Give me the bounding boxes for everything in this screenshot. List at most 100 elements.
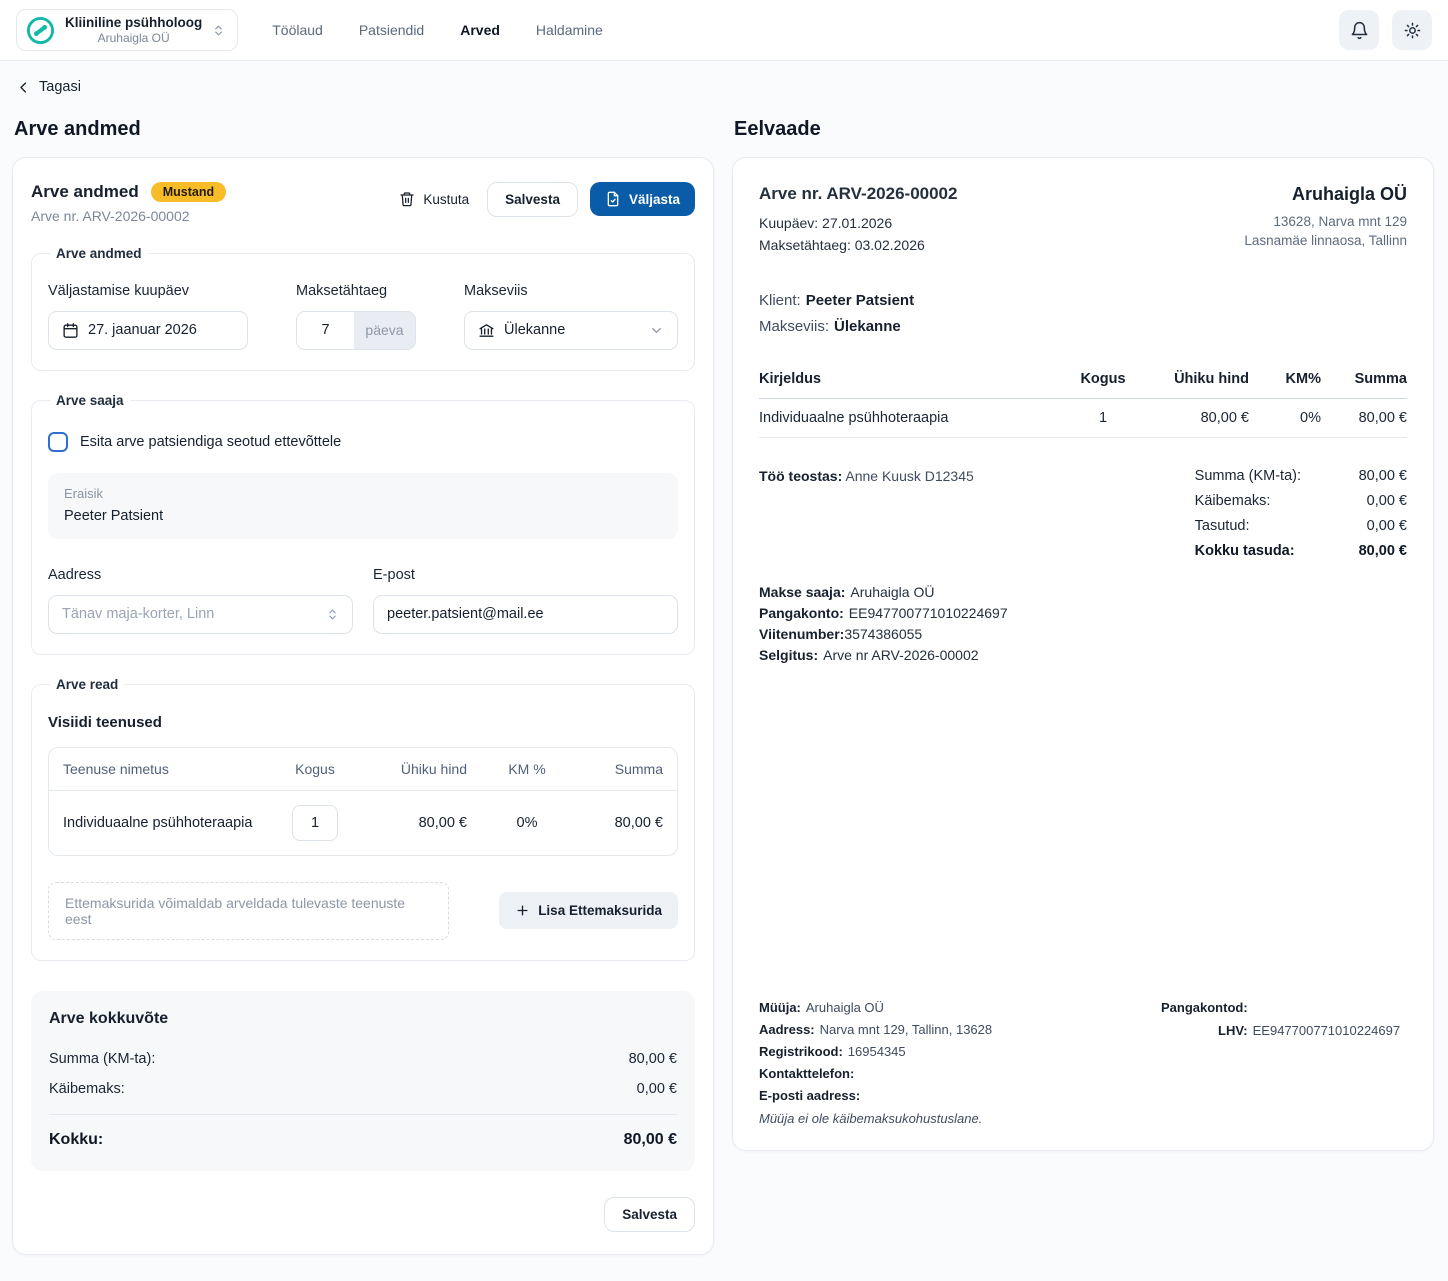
company-invoice-checkbox[interactable]	[48, 431, 68, 452]
preview-service-qty: 1	[1067, 398, 1139, 438]
issue-date-label: Väljastamise kuupäev	[48, 282, 190, 299]
payment-method-select[interactable]: Ülekanne	[464, 310, 678, 350]
form-footer: Salvesta	[31, 1196, 695, 1232]
description-label: Selgitus:	[759, 646, 819, 663]
invoice-details-legend: Arve andmed	[56, 245, 142, 261]
service-row: Individuaalne psühhoteraapia 80,00 € 0% …	[49, 791, 677, 855]
main-nav: Töölaud Patsiendid Arved Haldamine	[272, 22, 603, 38]
preview-header-right: Aruhaigla OÜ 13628, Narva mnt 129 Lasnam…	[1244, 184, 1407, 253]
seller-phone-label: Kontakttelefon:	[759, 1065, 855, 1081]
nav-item-admin[interactable]: Haldamine	[535, 22, 603, 38]
due-days-label: Maksetähtaeg	[296, 282, 388, 299]
footer-save-label: Salvesta	[622, 1206, 677, 1222]
preview-mid-section: Töö teostas: Anne Kuusk D12345 Summa (KM…	[759, 468, 1407, 559]
back-link[interactable]: Tagasi	[16, 79, 81, 95]
preview-col-quantity: Kogus	[1067, 370, 1139, 399]
due-days-group: päeva	[296, 310, 416, 350]
sun-icon	[1403, 21, 1422, 40]
org-name: Kliiniline psühholoog	[65, 15, 203, 30]
payee-line: Makse saaja: Aruhaigla OÜ	[759, 582, 1407, 602]
issue-button[interactable]: Väljasta	[589, 182, 695, 216]
due-days-suffix: päeva	[354, 311, 415, 349]
save-button[interactable]: Salvesta	[487, 181, 578, 217]
email-field[interactable]	[373, 594, 678, 634]
preview-invoice-number: Arve nr. ARV-2026-00002	[759, 183, 958, 203]
clinic-logo-icon	[26, 16, 55, 45]
back-label: Tagasi	[39, 79, 81, 95]
summary-vat-value: 0,00 €	[636, 1080, 677, 1097]
theme-toggle-button[interactable]	[1392, 10, 1432, 50]
prepayment-row: Ettemaksurida võimaldab arveldada tuleva…	[48, 881, 678, 940]
due-days-input[interactable]	[297, 311, 354, 349]
lhv-account-line: LHV: EE947700771010224697	[1161, 1023, 1407, 1038]
preview-column: Eelvaade Arve nr. ARV-2026-00002 Kuupäev…	[732, 108, 1434, 1255]
seller-address-value: Narva mnt 129, Tallinn, 13628	[819, 1021, 993, 1037]
col-vat: KM %	[481, 747, 573, 791]
lhv-value: EE947700771010224697	[1252, 1022, 1401, 1038]
preview-paid-label: Tasutud:	[1194, 517, 1250, 534]
seller-address-label: Aadress:	[759, 1021, 815, 1037]
invoice-preview-card: Arve nr. ARV-2026-00002 Kuupäev: 27.01.2…	[732, 156, 1434, 1151]
summary-vat-label: Käibemaks:	[49, 1080, 125, 1097]
save-button-label: Salvesta	[505, 191, 560, 207]
visit-services-subtitle: Visiidi teenused	[48, 713, 162, 731]
total-cell: 80,00 €	[614, 814, 663, 831]
preview-header-left: Arve nr. ARV-2026-00002 Kuupäev: 27.01.2…	[759, 184, 957, 253]
form-column-heading: Arve andmed	[14, 117, 141, 140]
chevron-updown-icon	[326, 608, 339, 621]
service-name-cell: Individuaalne psühhoteraapia	[63, 814, 253, 831]
org-switcher[interactable]: Kliiniline psühholoog Aruhaigla OÜ	[16, 9, 239, 51]
reference-label: Viitenumber:	[759, 625, 845, 642]
performer-value: Anne Kuusk D12345	[845, 467, 974, 484]
preview-method-label: Makseviis:	[759, 317, 830, 335]
preview-date-line: Kuupäev: 27.01.2026	[759, 214, 893, 231]
payee-value: Aruhaigla OÜ	[850, 583, 935, 600]
payee-label: Makse saaja:	[759, 583, 846, 600]
nav-item-patients[interactable]: Patsiendid	[358, 22, 425, 38]
preview-vat-value: 0,00 €	[1366, 492, 1407, 509]
invoice-details-group: Arve andmed Väljastamise kuupäev 27. jaa…	[31, 245, 695, 371]
reference-line: Viitenumber:3574386055	[759, 624, 1407, 644]
preview-client-value: Peeter Patsient	[805, 291, 915, 309]
preview-paid-value: 0,00 €	[1366, 517, 1407, 534]
col-service-name: Teenuse nimetus	[49, 747, 269, 791]
notifications-button[interactable]	[1339, 10, 1379, 50]
bank-account-value: EE947700771010224697	[848, 604, 1008, 621]
invoice-lines-group: Arve read Visiidi teenused Teenuse nimet…	[31, 676, 695, 961]
issue-button-label: Väljasta	[628, 191, 680, 207]
summary-subtotal-label: Summa (KM-ta):	[49, 1050, 156, 1067]
status-badge: Mustand	[150, 181, 227, 202]
col-quantity: Kogus	[269, 747, 361, 791]
preview-subtotal-value: 80,00 €	[1358, 467, 1407, 484]
quantity-input[interactable]	[292, 804, 338, 841]
services-table-header-row: Teenuse nimetus Kogus Ühiku hind KM % Su…	[49, 747, 677, 791]
col-total: Summa	[573, 747, 677, 791]
invoice-form-card: Arve andmed Mustand Arve nr. ARV-2026-00…	[12, 156, 714, 1255]
delete-button[interactable]: Kustuta	[393, 183, 475, 215]
vat-cell: 0%	[516, 814, 538, 831]
preview-method-row: Makseviis: Ülekanne	[759, 318, 1407, 335]
performer-line: Töö teostas: Anne Kuusk D12345	[759, 468, 974, 559]
payment-method-label: Makseviis	[464, 282, 528, 299]
person-name: Peeter Patsient	[64, 507, 164, 524]
bank-icon	[478, 322, 495, 339]
preview-company-name: Aruhaigla OÜ	[1291, 183, 1407, 204]
payment-method-field: Makseviis Ülekanne	[464, 275, 678, 350]
vat-exempt-note: Müüja ei ole käibemaksukohustuslane.	[759, 1110, 983, 1126]
delete-button-label: Kustuta	[423, 191, 470, 207]
payment-details-block: Makse saaja: Aruhaigla OÜ Pangakonto: EE94…	[759, 581, 1407, 665]
file-check-icon	[605, 191, 621, 207]
email-label: E-post	[373, 566, 415, 583]
address-select[interactable]: Tänav maja-korter, Linn	[48, 594, 353, 634]
preview-client-row: Klient: Peeter Patsient	[759, 292, 1407, 309]
company-invoice-checkbox-label: Esita arve patsiendiga seotud ettevõttel…	[80, 433, 342, 450]
summary-title: Arve kokkuvõte	[49, 1009, 169, 1027]
add-prepayment-button[interactable]: Lisa Ettemaksurida	[499, 892, 678, 929]
nav-item-dashboard[interactable]: Töölaud	[272, 22, 323, 38]
seller-reg-label: Registrikood:	[759, 1043, 843, 1059]
email-field-block: E-post	[373, 559, 678, 634]
footer-save-button[interactable]: Salvesta	[604, 1196, 695, 1232]
preview-spacer	[759, 665, 1407, 994]
issue-date-picker[interactable]: 27. jaanuar 2026	[48, 310, 248, 350]
nav-item-invoices[interactable]: Arved	[460, 22, 500, 38]
